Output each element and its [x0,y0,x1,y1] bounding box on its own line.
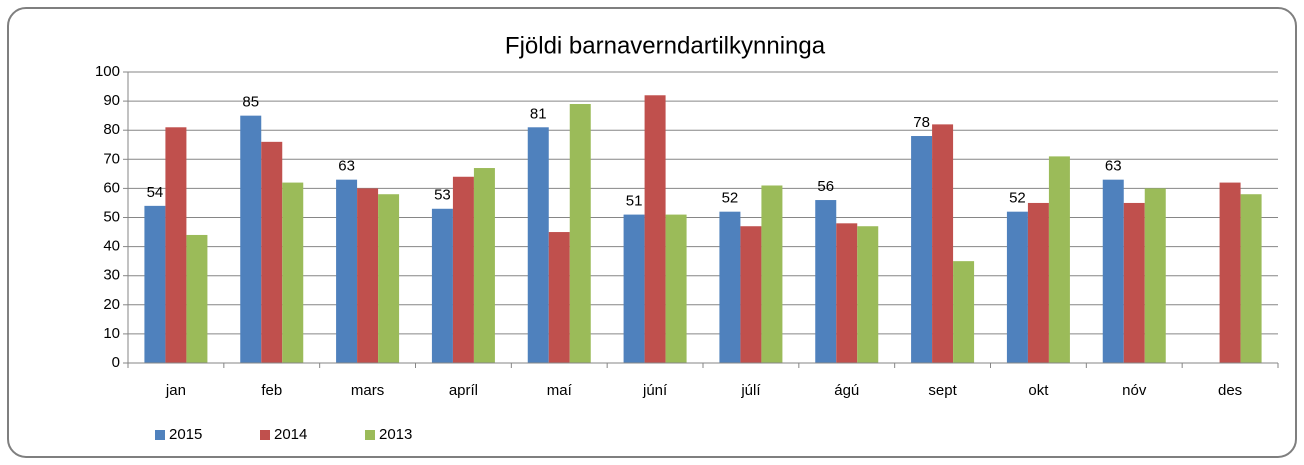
bar [761,185,783,363]
legend-label: 2013 [379,426,412,443]
bar [1123,202,1145,363]
data-label: 81 [530,105,547,122]
y-tick-label: 100 [95,63,120,80]
bar [719,211,741,363]
bar [1006,211,1028,363]
x-tick-label: mars [351,382,384,399]
data-label: 51 [626,193,643,210]
x-tick-label: feb [261,382,282,399]
bar [665,214,687,363]
legend-label: 2014 [274,426,307,443]
data-label: 56 [817,178,834,195]
bar [1240,194,1262,363]
x-tick-label: júlí [740,382,761,399]
x-tick-label: júní [642,382,668,399]
bar [1102,179,1124,363]
legend-swatch [155,430,165,440]
bar [378,194,400,363]
bar [186,234,208,363]
x-tick-label: nóv [1122,382,1147,399]
x-tick-label: ágú [834,382,859,399]
data-label: 53 [434,187,451,204]
bar [932,124,954,363]
data-label: 78 [913,114,930,131]
bar [282,182,304,363]
bar [431,208,453,363]
bar [452,176,474,363]
y-tick-label: 20 [103,296,120,313]
y-tick-label: 40 [103,238,120,255]
data-label: 85 [242,94,259,111]
bar [836,223,858,363]
y-tick-label: 90 [103,92,120,109]
data-label: 63 [1105,158,1122,175]
bar [527,127,549,363]
bar [548,232,570,363]
data-label: 54 [147,184,164,201]
y-tick-label: 10 [103,325,120,342]
bar [644,95,666,363]
bar [953,261,975,363]
bar [473,168,495,363]
x-tick-label: sept [928,382,957,399]
bar [911,136,933,363]
x-tick-label: des [1218,382,1242,399]
bar [740,226,762,363]
chart-title: Fjöldi barnaverndartilkynninga [505,32,826,59]
x-tick-label: apríl [449,382,478,399]
x-tick-label: jan [165,382,186,399]
y-tick-label: 70 [103,150,120,167]
bar [857,226,879,363]
y-tick-label: 80 [103,121,120,138]
data-label: 63 [338,158,355,175]
bar [815,200,837,363]
data-label: 52 [722,190,739,207]
bar [623,214,645,363]
bar [261,141,283,363]
legend-swatch [260,430,270,440]
bar [144,205,166,363]
y-tick-label: 60 [103,179,120,196]
bar [336,179,358,363]
y-tick-label: 0 [112,354,120,371]
bar [357,188,379,363]
x-tick-label: okt [1028,382,1049,399]
bar [1027,202,1049,363]
legend-swatch [365,430,375,440]
y-tick-label: 30 [103,267,120,284]
bar [240,115,262,364]
legend-label: 2015 [169,426,202,443]
data-label: 52 [1009,190,1026,207]
bar [165,127,187,363]
bar [1219,182,1241,363]
x-tick-label: maí [547,382,573,399]
y-tick-label: 50 [103,208,120,225]
bar [1144,188,1166,363]
bar [569,104,591,363]
bar [1048,156,1070,363]
